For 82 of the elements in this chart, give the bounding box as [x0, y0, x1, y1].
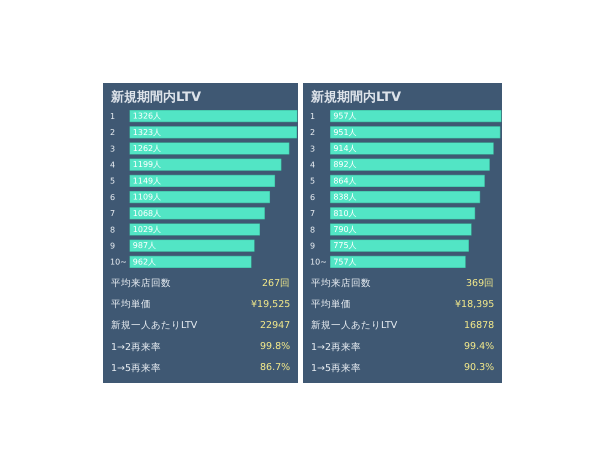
- bar: [330, 126, 500, 138]
- data-label: 962人: [132, 257, 156, 266]
- text: 86.7%: [260, 362, 290, 373]
- data-label: 790人: [333, 225, 357, 234]
- data-label: 1326人: [132, 112, 162, 121]
- text: 新規一人あたりLTV: [311, 319, 398, 331]
- text: 平均来店回数: [311, 277, 371, 289]
- bar: [330, 191, 480, 204]
- y-tick-label: 4: [310, 160, 316, 170]
- y-tick-label: 8: [110, 225, 116, 234]
- y-tick-label: 7: [110, 209, 116, 218]
- bar: [130, 256, 252, 268]
- text: 平均来店回数: [111, 277, 171, 289]
- text: 新規一人あたりLTV: [111, 319, 198, 331]
- bar: [130, 126, 298, 138]
- y-tick-label: 6: [110, 192, 116, 202]
- y-tick-label: 1: [110, 112, 116, 121]
- bar: [130, 207, 265, 220]
- data-label: 1262人: [132, 144, 162, 153]
- text: 1→5再来率: [111, 362, 162, 374]
- text: 369回: [466, 278, 494, 289]
- bar: [130, 191, 270, 204]
- bar: [130, 110, 298, 122]
- y-tick-label: 3: [310, 144, 316, 154]
- text: 1→5再来率: [311, 362, 362, 374]
- bar: [330, 142, 494, 155]
- bar: [130, 142, 290, 155]
- y-tick-label: 2: [310, 128, 316, 138]
- y-tick-label: 5: [310, 176, 316, 186]
- data-label: 914人: [333, 144, 357, 153]
- text: 1→2再来率: [311, 341, 362, 353]
- data-label: 1029人: [132, 225, 162, 234]
- text: ¥19,525: [251, 299, 290, 310]
- y-tick-label: 7: [310, 209, 316, 218]
- y-tick-label: 5: [110, 176, 116, 186]
- data-label: 1199人: [132, 160, 162, 170]
- data-label: 987人: [132, 241, 156, 250]
- y-tick-label: 4: [110, 160, 116, 170]
- bar: [130, 240, 255, 252]
- data-label: 892人: [333, 160, 357, 170]
- y-tick-label: 2: [110, 128, 116, 138]
- text: 16878: [464, 320, 494, 331]
- y-tick-label: 9: [110, 242, 116, 250]
- text: 22947: [260, 320, 290, 331]
- chart-title: 新規期間内LTV: [310, 89, 402, 105]
- data-label: 1109人: [132, 192, 162, 202]
- data-label: 1149人: [132, 176, 162, 186]
- text: ¥18,395: [455, 299, 494, 310]
- y-tick-label: 1: [310, 112, 316, 121]
- y-tick-label: 8: [310, 225, 316, 234]
- bar: [330, 158, 490, 171]
- data-label: 957人: [333, 112, 357, 121]
- bar: [330, 223, 472, 236]
- data-label: 864人: [333, 176, 357, 186]
- y-tick-label: 10~: [310, 258, 327, 267]
- y-tick-label: 10~: [110, 258, 127, 267]
- text: 267回: [262, 278, 290, 289]
- data-label: 951人: [333, 128, 357, 137]
- y-tick-label: 9: [310, 242, 316, 250]
- data-label: 810人: [333, 208, 357, 218]
- data-label: 757人: [333, 257, 357, 266]
- bar: [130, 158, 282, 171]
- bar: [330, 207, 476, 220]
- data-label: 775人: [333, 241, 357, 250]
- text: 平均単価: [111, 298, 151, 310]
- text: 1→2再来率: [111, 341, 162, 353]
- text: 99.4%: [464, 341, 494, 352]
- text: 90.3%: [464, 362, 494, 373]
- bar: [330, 256, 466, 268]
- y-tick-label: 6: [310, 192, 316, 202]
- text: 99.8%: [260, 341, 290, 352]
- bar: [130, 174, 276, 187]
- text: 平均単価: [311, 298, 351, 310]
- y-tick-label: 3: [110, 144, 116, 154]
- bar: [330, 240, 469, 252]
- chart-title: 新規期間内LTV: [110, 89, 202, 105]
- data-label: 1323人: [132, 128, 162, 137]
- bar: [330, 110, 502, 122]
- bar: [130, 223, 260, 236]
- data-label: 1068人: [132, 208, 162, 218]
- data-label: 838人: [333, 192, 357, 202]
- bar: [330, 174, 485, 187]
